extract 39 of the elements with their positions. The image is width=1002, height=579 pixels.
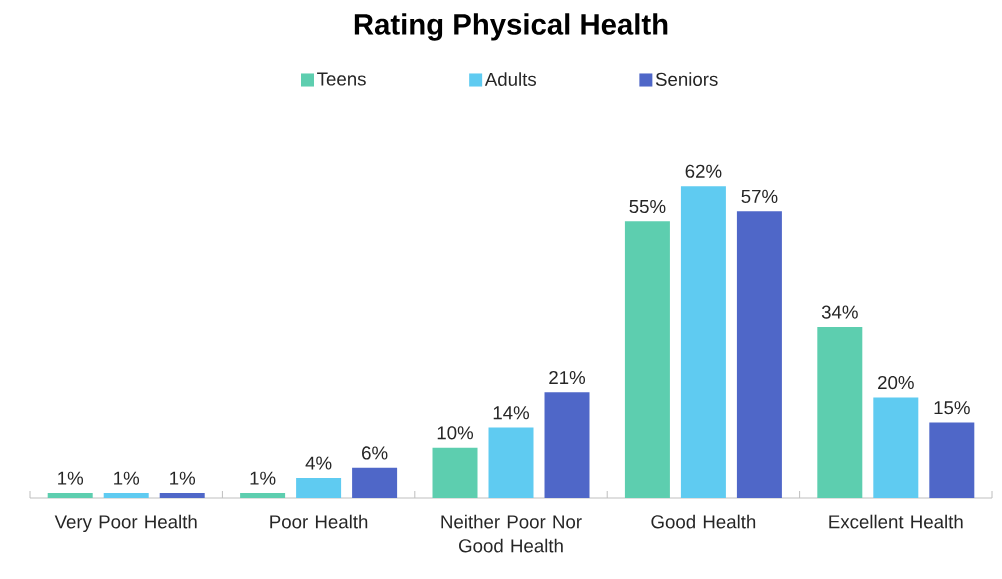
x-tick-label: Good Health — [651, 514, 756, 529]
bar — [296, 477, 342, 498]
bar — [159, 492, 205, 498]
data-label: 14% — [493, 406, 530, 420]
data-label: 34% — [821, 305, 858, 319]
data-label: 1% — [58, 471, 84, 485]
data-label: 1% — [114, 471, 140, 485]
data-label: 6% — [362, 446, 388, 460]
bar — [929, 422, 975, 498]
data-label: 10% — [437, 426, 474, 440]
bar — [488, 427, 534, 498]
x-tick-label: Poor Health — [270, 514, 368, 529]
bar — [680, 186, 726, 498]
data-label: 55% — [629, 199, 666, 214]
x-tick-label: Neither Poor Nor Good Health — [441, 514, 582, 553]
bar — [47, 492, 93, 498]
bar — [817, 326, 863, 498]
bar — [736, 211, 782, 498]
data-label: 15% — [934, 401, 970, 415]
bar — [873, 397, 919, 498]
data-label: 57% — [741, 189, 778, 204]
chart-title: Rating Physical Health — [354, 13, 668, 41]
bar — [352, 467, 398, 498]
bar — [240, 492, 286, 498]
data-label: 4% — [305, 456, 332, 470]
data-label: 21% — [549, 370, 586, 385]
legend-label: Teens — [317, 72, 366, 86]
legend-label: Adults — [484, 72, 537, 86]
data-label: 20% — [878, 375, 914, 390]
x-tick-label: Very Poor Health — [54, 514, 197, 533]
bar — [624, 221, 670, 498]
x-tick-label: Excellent Health — [829, 514, 963, 529]
bar — [103, 492, 149, 498]
data-label: 1% — [250, 471, 276, 485]
bar — [544, 392, 590, 498]
data-label: 62% — [685, 164, 722, 178]
bar — [432, 447, 478, 498]
data-label: 1% — [170, 471, 196, 485]
legend-label: Seniors — [655, 72, 718, 86]
